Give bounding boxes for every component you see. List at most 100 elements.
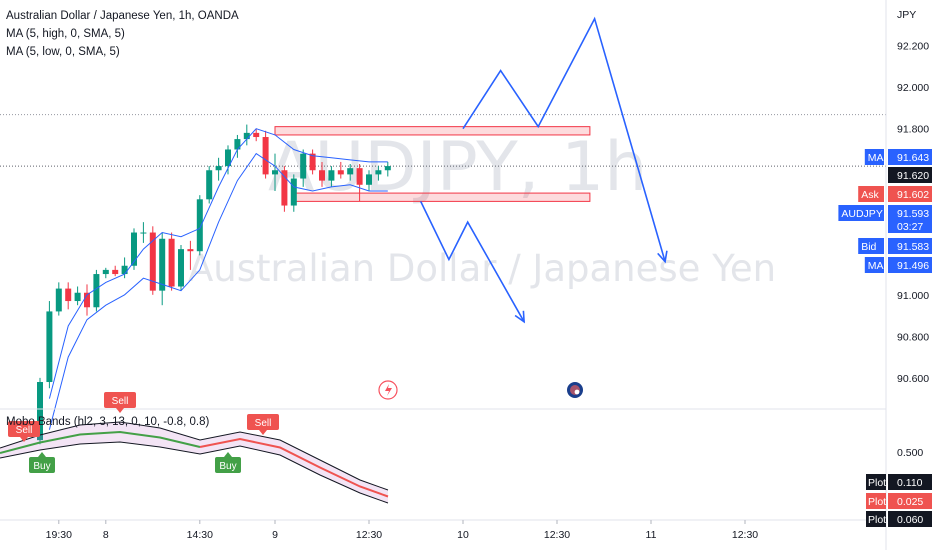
price-tag-value-box bbox=[888, 205, 932, 233]
signal-box bbox=[8, 421, 40, 437]
signal-text: Sell bbox=[112, 396, 129, 407]
ma-low-legend[interactable]: MA (5, low, 0, SMA, 5) bbox=[6, 46, 120, 58]
signal-text: Sell bbox=[255, 418, 272, 429]
candle-body bbox=[309, 153, 316, 171]
price-tick-label: 90.600 bbox=[897, 373, 929, 385]
ma-high-legend[interactable]: MA (5, high, 0, SMA, 5) bbox=[6, 28, 125, 40]
candle-body bbox=[131, 232, 137, 266]
candle-body bbox=[102, 269, 109, 275]
price-tag-label: MA bbox=[868, 152, 884, 164]
candle-body bbox=[206, 170, 213, 200]
price-tick-label: 92.000 bbox=[897, 82, 929, 94]
price-tag-value: 91.583 bbox=[897, 241, 929, 253]
signal-pointer bbox=[20, 437, 28, 442]
time-tick-label: 8 bbox=[103, 529, 109, 541]
candle-body bbox=[262, 137, 269, 175]
candle-body bbox=[243, 132, 250, 140]
price-tag-value-box bbox=[888, 186, 932, 202]
indicator-axis-ticks: 0.500 bbox=[897, 447, 923, 459]
price-tag-label: Bid bbox=[861, 241, 876, 253]
signals-layer: Sell Buy Sell Buy Sell bbox=[8, 392, 279, 473]
signal-pointer bbox=[38, 452, 46, 457]
price-tick-label: 90.800 bbox=[897, 331, 929, 343]
signal-pointer bbox=[259, 430, 267, 435]
price-tag-label-box bbox=[858, 238, 884, 254]
candle-body bbox=[366, 174, 372, 185]
candle-body bbox=[375, 170, 382, 175]
price-tag-value-box bbox=[888, 238, 932, 254]
price-tag-value: 91.643 bbox=[897, 152, 929, 164]
signal-box bbox=[104, 392, 136, 408]
price-tag-label-box bbox=[864, 257, 884, 273]
plot-value: 0.025 bbox=[897, 496, 923, 508]
price-axis-ticks[interactable]: 92.200 92.000 91.800 91.000 90.800 90.600 bbox=[897, 41, 929, 385]
flag-au-icon[interactable] bbox=[567, 382, 583, 398]
projection-path bbox=[419, 201, 525, 323]
projection-layer bbox=[419, 16, 668, 324]
price-tag-value: 91.593 bbox=[897, 208, 929, 220]
signal-buy-label: Buy bbox=[29, 452, 55, 473]
ma-lines-layer bbox=[48, 128, 388, 430]
candle-body bbox=[65, 288, 72, 302]
signal-box bbox=[215, 457, 241, 473]
lightning-icon[interactable] bbox=[378, 380, 398, 400]
candles-layer bbox=[37, 124, 391, 445]
signal-buy-label: Buy bbox=[215, 452, 241, 473]
projection-arrowhead bbox=[514, 310, 526, 324]
price-tag-value-box bbox=[888, 149, 932, 165]
candle-body bbox=[272, 170, 278, 175]
candle-body bbox=[55, 288, 62, 312]
symbol-legend[interactable]: Australian Dollar / Japanese Yen, 1h, OA… bbox=[6, 10, 239, 22]
price-tag-countdown: 03:27 bbox=[897, 221, 923, 233]
candle-body bbox=[253, 132, 260, 138]
candle-body bbox=[281, 170, 288, 206]
price-tag-label-box bbox=[864, 149, 884, 165]
candle-body bbox=[196, 199, 203, 252]
price-tag-value: 91.496 bbox=[897, 260, 929, 272]
price-tag-value-box bbox=[888, 257, 932, 273]
indicator-tick-label: 0.500 bbox=[897, 447, 923, 459]
candle-body bbox=[149, 232, 156, 291]
mobo-mid-green bbox=[0, 430, 201, 454]
mobo-bands-legend[interactable]: Mobo Bands (hl2, 3, 13, 0, 10, -0.8, 0.8… bbox=[6, 416, 210, 428]
projection-path bbox=[462, 16, 666, 262]
plot-label-box bbox=[866, 474, 886, 490]
signal-box bbox=[247, 414, 279, 430]
time-tick-label: 10 bbox=[457, 529, 469, 541]
time-axis-ticks[interactable]: 19:30 8 14:30 9 12:30 10 12:30 11 12:30 bbox=[46, 520, 759, 541]
mobo-lower-band bbox=[0, 441, 389, 504]
signal-pointer bbox=[116, 408, 124, 413]
plot-value: 0.110 bbox=[897, 477, 923, 489]
candle-body bbox=[178, 249, 184, 287]
indicator-plot-tags: 0.110 Plot 0.025 Plot 0.060 Plot bbox=[866, 474, 932, 527]
candle-body bbox=[225, 149, 231, 167]
plot-value: 0.060 bbox=[897, 514, 923, 526]
candle-body bbox=[46, 311, 53, 383]
time-tick-label: 14:30 bbox=[187, 529, 213, 541]
time-tick-label: 12:30 bbox=[732, 529, 758, 541]
price-tag-value: 91.602 bbox=[897, 189, 929, 201]
candle-body bbox=[234, 139, 241, 150]
price-tag-label: MA bbox=[868, 260, 884, 272]
signal-sell-label: Sell bbox=[247, 414, 279, 435]
mobo-upper-band bbox=[0, 421, 389, 491]
signal-text: Buy bbox=[219, 461, 236, 472]
projection-arrowhead bbox=[657, 250, 668, 264]
price-tick-label: 91.800 bbox=[897, 124, 929, 136]
mobo-band-fill bbox=[0, 422, 388, 503]
supply-demand-zone bbox=[274, 126, 591, 136]
signal-sell-label: Sell bbox=[8, 421, 40, 442]
candle-body bbox=[337, 170, 344, 175]
candle-body bbox=[300, 153, 307, 179]
mobo-mid-red bbox=[199, 437, 389, 498]
plot-label: Plot bbox=[868, 514, 886, 526]
plot-value-box bbox=[888, 493, 932, 509]
supply-demand-zone bbox=[293, 192, 591, 202]
plot-label-box bbox=[866, 493, 886, 509]
plot-value-box bbox=[888, 511, 932, 527]
signal-pointer bbox=[224, 452, 232, 457]
plot-label: Plot bbox=[868, 477, 886, 489]
candle-body bbox=[112, 269, 119, 275]
signal-text: Buy bbox=[33, 461, 50, 472]
